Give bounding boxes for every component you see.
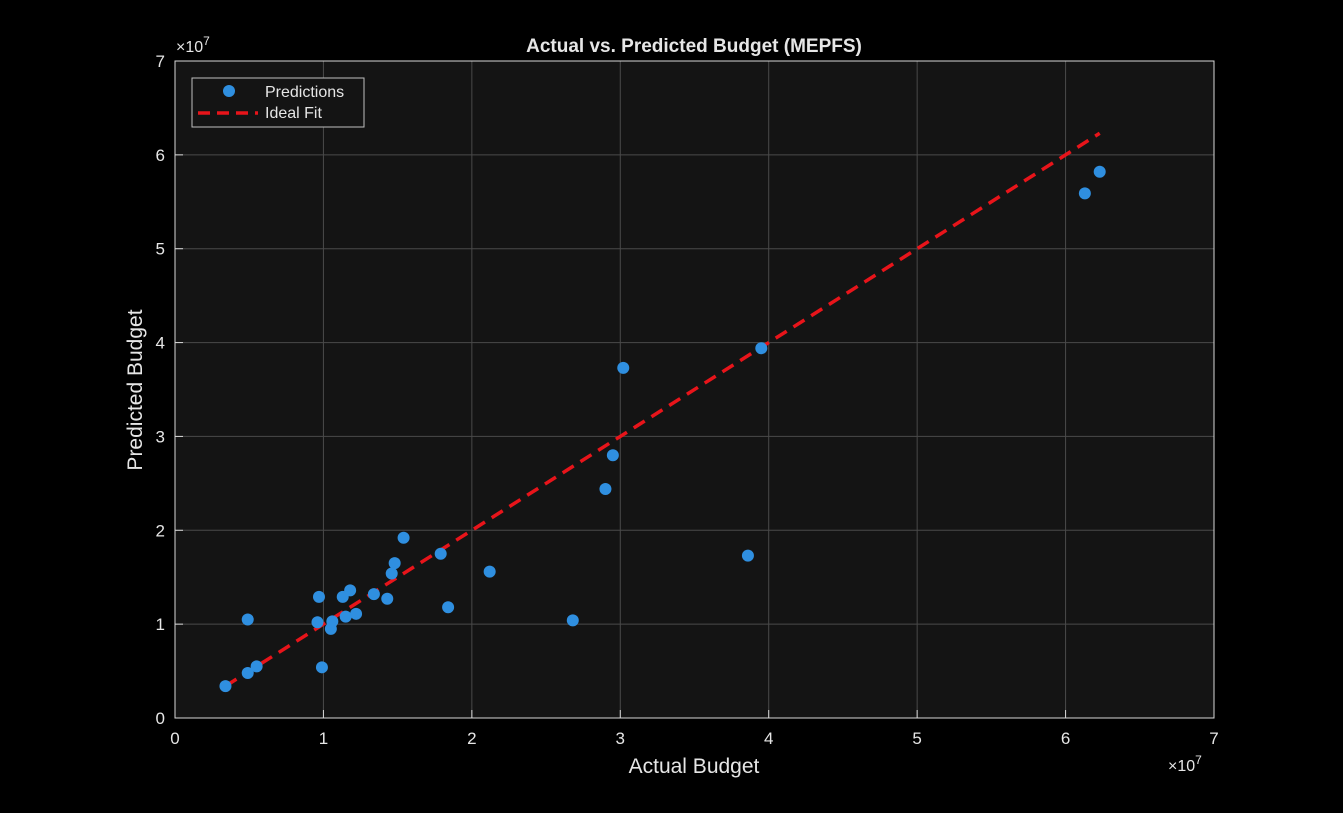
y-axis-label: Predicted Budget: [124, 309, 147, 470]
prediction-point: [442, 601, 455, 614]
y-tick-label: 3: [156, 427, 165, 446]
prediction-point: [241, 666, 254, 679]
y-tick-label: 1: [156, 615, 165, 634]
legend-ideal-fit-label: Ideal Fit: [265, 105, 322, 122]
y-tick-label: 2: [156, 521, 165, 540]
x-exponent-label: ×107: [1168, 753, 1202, 775]
y-tick-label: 7: [156, 52, 165, 71]
x-tick-label: 5: [912, 729, 921, 748]
prediction-point: [326, 615, 339, 628]
prediction-point: [1093, 165, 1106, 178]
prediction-point: [755, 342, 768, 355]
y-exponent-power: 7: [203, 34, 210, 48]
x-tick-label: 1: [319, 729, 328, 748]
grid: [175, 61, 1214, 718]
prediction-point: [617, 361, 630, 374]
prediction-point: [311, 616, 324, 629]
y-tick-label: 6: [156, 146, 165, 165]
x-axis-label: Actual Budget: [629, 755, 760, 778]
x-exponent-base: ×10: [1168, 758, 1195, 775]
prediction-point: [741, 549, 754, 562]
y-tick-label: 0: [156, 709, 165, 728]
legend-predictions-marker: [223, 85, 235, 97]
prediction-point: [606, 449, 619, 462]
prediction-point: [483, 565, 496, 578]
x-tick-label: 4: [764, 729, 773, 748]
legend: Predictions Ideal Fit: [191, 77, 365, 128]
prediction-point: [350, 607, 363, 620]
prediction-point: [312, 590, 325, 603]
prediction-point: [388, 557, 401, 570]
y-exponent-base: ×10: [176, 39, 203, 56]
x-tick-label: 3: [616, 729, 625, 748]
y-exponent-label: ×107: [176, 34, 210, 56]
prediction-point: [1078, 187, 1091, 200]
x-tick-label: 6: [1061, 729, 1070, 748]
prediction-point: [367, 588, 380, 601]
prediction-point: [339, 610, 352, 623]
tick-labels: 0 1 2 3 4 5 6 7 0 1 2 3 4 5 6 7: [156, 52, 1219, 748]
prediction-point: [219, 680, 232, 693]
prediction-point: [250, 660, 263, 673]
legend-predictions-label: Predictions: [265, 84, 344, 101]
prediction-point: [434, 547, 447, 560]
prediction-point: [381, 592, 394, 605]
y-tick-label: 4: [156, 334, 165, 353]
x-exponent-power: 7: [1195, 753, 1202, 767]
chart-title: Actual vs. Predicted Budget (MEPFS): [526, 36, 862, 57]
prediction-point: [599, 482, 612, 495]
x-tick-label: 2: [467, 729, 476, 748]
prediction-point: [241, 613, 254, 626]
prediction-point: [385, 567, 398, 580]
prediction-point: [344, 584, 357, 597]
y-tick-label: 5: [156, 240, 165, 259]
legend-box: [191, 77, 365, 128]
prediction-point: [397, 531, 410, 544]
prediction-point: [315, 661, 328, 674]
x-tick-label: 0: [170, 729, 179, 748]
x-tick-label: 7: [1209, 729, 1218, 748]
prediction-points: [219, 165, 1106, 693]
axes-frame: [174, 60, 1215, 719]
prediction-point: [566, 614, 579, 627]
